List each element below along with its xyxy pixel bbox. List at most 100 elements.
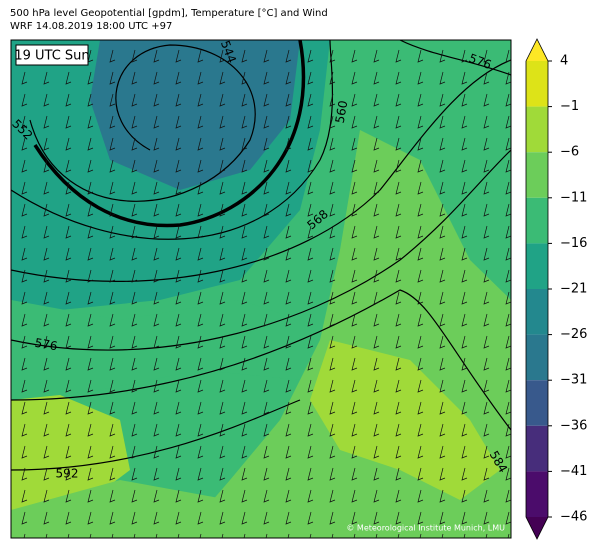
contour-label: 560 (333, 99, 351, 124)
wind-barb (263, 115, 270, 129)
wind-barb (197, 225, 204, 239)
wind-barb (87, 291, 94, 305)
wind-barb (241, 379, 248, 393)
wind-barb (241, 225, 248, 239)
wind-barb (65, 489, 72, 503)
wind-barb (175, 379, 182, 393)
wind-barb (21, 269, 28, 283)
wind-barb (373, 225, 380, 239)
wind-barb (395, 93, 402, 107)
wind-barb (153, 247, 160, 261)
wind-barb (21, 335, 28, 349)
wind-barb (285, 181, 292, 195)
colorbar-tick-label: −16 (560, 236, 587, 251)
wind-barb (351, 291, 358, 305)
wind-barb (483, 181, 490, 195)
colorbar-band (526, 243, 548, 289)
wind-barb (109, 401, 116, 415)
wind-barb (43, 379, 50, 393)
colorbar-band (526, 471, 548, 517)
wind-barb (241, 115, 248, 129)
wind-barb (373, 269, 380, 283)
wind-barb (461, 313, 468, 327)
wind-barb (417, 511, 424, 525)
wind-barb (307, 379, 314, 393)
wind-barb (505, 225, 511, 239)
wind-barb (43, 181, 50, 195)
wind-barb (307, 423, 314, 437)
wind-barb (263, 291, 270, 305)
wind-barb (351, 423, 358, 437)
wind-barb (439, 357, 446, 371)
wind-barb (263, 225, 270, 239)
wind-barb (461, 291, 468, 305)
wind-barb (505, 423, 511, 437)
colorbar-band (526, 197, 548, 244)
wind-barb (21, 137, 28, 151)
wind-barb (285, 445, 292, 459)
wind-barb (307, 489, 314, 503)
wind-barb (197, 335, 204, 349)
wind-barb (351, 269, 358, 283)
wind-barb (373, 203, 380, 217)
wind-barb (175, 225, 182, 239)
wind-barb (263, 203, 270, 217)
wind-barb (65, 511, 72, 525)
wind-barb (439, 445, 446, 459)
wind-barb (241, 489, 248, 503)
wind-barb (395, 335, 402, 349)
wind-barb (351, 203, 358, 217)
wind-barb (439, 71, 446, 85)
credit: © Meteorological Institute Munich, LMU (346, 524, 505, 533)
wind-barb (43, 423, 50, 437)
wind-barb (351, 445, 358, 459)
wind-barb (241, 181, 248, 195)
wind-barb (439, 93, 446, 107)
wind-barb (263, 71, 270, 85)
wind-barb (175, 159, 182, 173)
wind-barb (483, 115, 490, 129)
wind-barb (329, 115, 336, 129)
wind-barb (483, 357, 490, 371)
wind-barb (395, 511, 402, 525)
wind-barb (461, 181, 468, 195)
wind-barb (43, 159, 50, 173)
wind-barb (351, 467, 358, 481)
wind-barb (417, 137, 424, 151)
colorbar-tick-label: −6 (560, 145, 579, 160)
wind-barb (483, 93, 490, 107)
wind-barb (219, 115, 226, 129)
wind-barb (241, 137, 248, 151)
wind-barb (87, 115, 94, 129)
wind-barb (197, 379, 204, 393)
wind-barb (483, 225, 490, 239)
wind-barb (131, 291, 138, 305)
wind-barb (65, 181, 72, 195)
wind-barb (241, 203, 248, 217)
wind-barb (65, 247, 72, 261)
wind-barb (395, 137, 402, 151)
wind-barb (395, 159, 402, 173)
wind-barb (153, 357, 160, 371)
wind-barb (175, 335, 182, 349)
wind-barb (505, 445, 511, 459)
contour-label: 576 (34, 336, 59, 354)
wind-barb (307, 313, 314, 327)
wind-barb (461, 401, 468, 415)
wind-barb (197, 445, 204, 459)
wind-barb (241, 49, 248, 63)
wind-barb (285, 489, 292, 503)
wind-barb (87, 225, 94, 239)
wind-barb (329, 159, 336, 173)
wind-barb (241, 445, 248, 459)
wind-barb (483, 291, 490, 305)
wind-barb (417, 247, 424, 261)
wind-barb (461, 445, 468, 459)
wind-barb (307, 445, 314, 459)
wind-barb (439, 379, 446, 393)
wind-barb (417, 489, 424, 503)
wind-barb (439, 137, 446, 151)
wind-barb (87, 445, 94, 459)
wind-barb (65, 269, 72, 283)
wind-barb (307, 93, 314, 107)
